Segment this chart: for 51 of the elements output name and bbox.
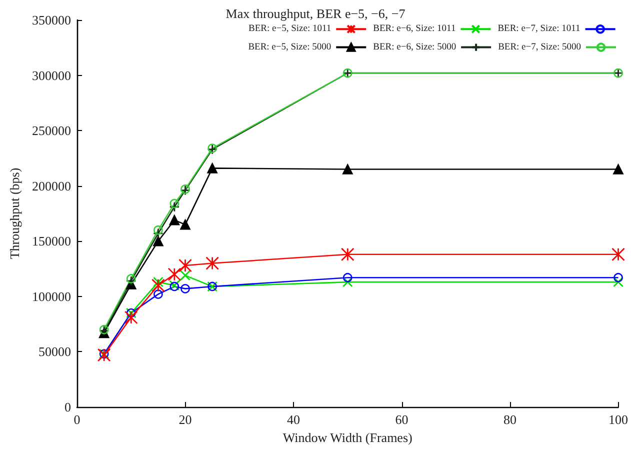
y-tick-label: 50000	[38, 344, 71, 360]
y-tick-label: 150000	[32, 234, 71, 249]
point	[126, 274, 136, 284]
point	[151, 278, 165, 292]
point	[206, 256, 220, 270]
legend-label: BER: e−5, Size: 1011	[248, 24, 332, 34]
x-tick-label: 0	[74, 412, 80, 427]
point	[153, 236, 164, 246]
x-tick-label: 20	[178, 412, 192, 427]
x-tick-label: 40	[287, 412, 300, 427]
point	[152, 276, 164, 288]
x-tick-label: 60	[395, 412, 408, 427]
point	[154, 225, 163, 235]
y-axis-title: Throughput (bps)	[7, 168, 22, 260]
x-tick-label: 80	[504, 412, 516, 427]
point	[614, 272, 623, 282]
x-tick-label: 100	[608, 412, 628, 427]
point	[342, 164, 353, 174]
point	[207, 163, 218, 174]
legend-label: BER: e−7, Size: 1011	[498, 24, 581, 34]
y-tick-label: 350000	[32, 12, 71, 28]
point	[124, 310, 138, 324]
point	[154, 290, 163, 299]
point	[612, 248, 625, 262]
y-tick-label: 300000	[32, 68, 71, 83]
point	[152, 228, 164, 239]
legend-label: BER: e−6, Size: 5000	[373, 42, 456, 52]
point	[180, 284, 190, 294]
point	[342, 276, 353, 288]
y-tick-label: 0	[64, 400, 71, 414]
y-tick-label: 250000	[32, 123, 71, 138]
point	[169, 214, 180, 226]
legend-label: BER: e−6, Size: 1011	[373, 24, 456, 34]
point	[613, 164, 624, 174]
point	[169, 202, 180, 212]
point	[342, 272, 352, 282]
point	[340, 248, 354, 262]
point	[170, 198, 180, 208]
point	[180, 270, 190, 281]
point	[97, 348, 111, 362]
point	[126, 276, 136, 286]
x-axis-title: Window Width (Frames)	[282, 430, 412, 445]
y-tick-label: 200000	[32, 178, 71, 194]
legend-label: BER: e−7, Size: 5000	[498, 42, 582, 52]
point	[178, 258, 192, 272]
point	[613, 276, 624, 288]
y-tick-label: 100000	[32, 288, 71, 304]
chart-title: Max throughput, BER e−5, −6, −7	[226, 6, 406, 21]
legend-label: BER: e−5, Size: 5000	[248, 42, 332, 52]
point	[168, 268, 182, 282]
point	[180, 219, 190, 230]
